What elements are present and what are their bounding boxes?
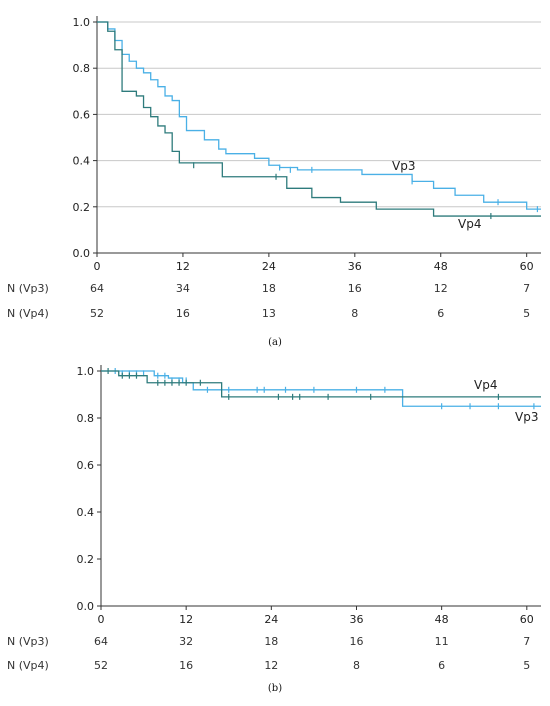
risk-value: 52 (90, 307, 104, 320)
y-tick-label: 0.4 (73, 155, 91, 168)
series-label: Vp4 (458, 217, 481, 231)
x-tick-label: 24 (262, 260, 276, 273)
x-tick-label: 12 (176, 260, 190, 273)
risk-value: 5 (523, 659, 530, 672)
risk-value: 32 (179, 635, 193, 648)
panel-caption: (b) (268, 683, 282, 694)
panel-caption: (a) (268, 337, 282, 348)
x-tick-label: 24 (264, 613, 278, 626)
risk-value: 64 (90, 282, 104, 295)
y-tick-label: 0.8 (73, 62, 91, 75)
risk-value: 12 (264, 659, 278, 672)
panel-a-chart: 0.0 0.2 0.4 0.6 0.8 1.0 0 12 24 36 48 60 Vp3 Vp4 N (Vp… (7, 16, 541, 348)
risk-value: 6 (437, 307, 444, 320)
x-tick-label: 36 (348, 260, 362, 273)
x-tick-label: 0 (94, 260, 101, 273)
x-tick-label: 48 (434, 260, 448, 273)
series-label: Vp3 (515, 410, 538, 424)
risk-value: 8 (351, 307, 358, 320)
risk-value: 11 (435, 635, 449, 648)
risk-row-label: N (Vp4) (7, 659, 49, 672)
risk-value: 18 (264, 635, 278, 648)
risk-value: 13 (262, 307, 276, 320)
series-label: Vp4 (474, 378, 497, 392)
panel-b-chart: 0.0 0.2 0.4 0.6 0.8 1.0 0 12 24 36 48 60 Vp4 Vp3 N (Vp… (7, 365, 541, 694)
risk-value: 5 (523, 307, 530, 320)
x-tick-label: 12 (179, 613, 193, 626)
risk-value: 18 (262, 282, 276, 295)
y-tick-label: 0.0 (73, 247, 91, 260)
x-tick-label: 0 (98, 613, 105, 626)
risk-value: 64 (94, 635, 108, 648)
risk-value: 34 (176, 282, 190, 295)
risk-value: 12 (434, 282, 448, 295)
x-tick-label: 60 (520, 613, 534, 626)
risk-value: 8 (353, 659, 360, 672)
x-tick-label: 60 (520, 260, 534, 273)
series-line-vp4 (101, 370, 541, 398)
y-tick-label: 0.0 (77, 600, 95, 613)
risk-value: 16 (176, 307, 190, 320)
y-tick-label: 0.6 (73, 108, 91, 121)
risk-value: 52 (94, 659, 108, 672)
risk-value: 7 (523, 635, 530, 648)
y-tick-label: 0.2 (77, 553, 95, 566)
series-line-vp4 (97, 21, 541, 217)
risk-value: 6 (438, 659, 445, 672)
y-tick-label: 0.2 (73, 201, 91, 214)
risk-row-label: N (Vp4) (7, 307, 49, 320)
y-tick-label: 0.4 (77, 506, 95, 519)
y-tick-label: 0.8 (77, 412, 95, 425)
risk-value: 16 (179, 659, 193, 672)
y-tick-label: 1.0 (73, 16, 91, 29)
y-tick-label: 0.6 (77, 459, 95, 472)
risk-row-label: N (Vp3) (7, 282, 49, 295)
series-label: Vp3 (392, 159, 415, 173)
x-tick-label: 36 (349, 613, 363, 626)
risk-value: 16 (349, 635, 363, 648)
risk-row-label: N (Vp3) (7, 635, 49, 648)
risk-value: 7 (523, 282, 530, 295)
x-tick-label: 48 (435, 613, 449, 626)
series-line-vp3 (97, 21, 541, 210)
y-tick-label: 1.0 (77, 365, 95, 378)
risk-value: 16 (348, 282, 362, 295)
series-line-vp3 (101, 370, 541, 407)
